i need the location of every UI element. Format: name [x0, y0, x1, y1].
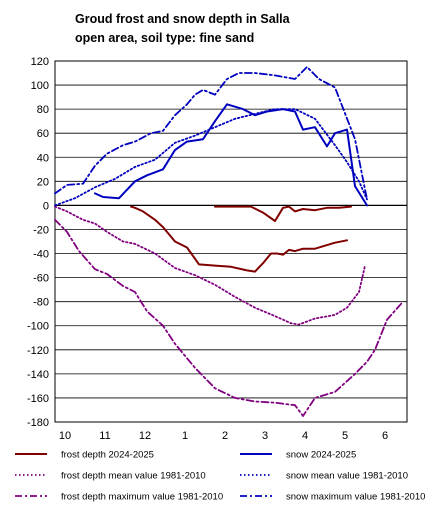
x-tick-label: 3 [262, 430, 268, 442]
legend-label: snow mean value 1981-2010 [286, 471, 408, 482]
x-tick-label: 1 [182, 430, 188, 442]
series-line-3 [54, 205, 366, 326]
x-tick-label: 6 [382, 430, 388, 442]
y-tick-label: 60 [37, 128, 49, 140]
y-tick-label: -80 [33, 297, 49, 309]
series-line-5 [94, 103, 368, 207]
series-line-2 [214, 205, 352, 222]
x-tick-label: 2 [222, 430, 228, 442]
y-tick-label: 120 [31, 56, 49, 68]
x-tick-label: 5 [342, 430, 348, 442]
y-tick-label: -20 [33, 224, 49, 236]
series-line-4 [54, 218, 404, 417]
y-tick-label: 80 [37, 104, 49, 116]
legend-label: frost depth mean value 1981-2010 [61, 471, 206, 482]
grid [54, 60, 408, 423]
chart-title: Groud frost and snow depth in Salla open… [75, 10, 290, 48]
y-tick-label: 100 [31, 80, 49, 92]
y-tick-label: -100 [27, 321, 49, 333]
legend: frost depth 2024-2025 snow 2024-2025 frost… [15, 450, 425, 503]
legend-label: frost depth 2024-2025 [61, 450, 154, 461]
series-line-6 [54, 108, 368, 207]
legend-label: snow 2024-2025 [286, 450, 356, 461]
x-tick-label: 11 [99, 430, 110, 442]
y-tick-labels: 120 100 80 60 40 20 0 -20 -40 -60 -80 -100 -120 -140 -… [27, 56, 49, 429]
legend-label: frost depth maximum value 1981-2010 [61, 492, 223, 503]
y-tick-label: -40 [33, 249, 49, 261]
x-tick-label: 10 [59, 430, 71, 442]
y-tick-label: 0 [43, 200, 49, 212]
y-tick-label: -160 [27, 393, 49, 405]
chart-title-line: Groud frost and snow depth in Salla [75, 12, 290, 26]
plot-frame [54, 60, 408, 423]
chart-subtitle: open area, soil type: fine sand [75, 31, 255, 45]
y-tick-label: -60 [33, 273, 49, 285]
x-tick-label: 12 [139, 430, 151, 442]
y-tick-label: -180 [27, 417, 49, 429]
series-line-1 [130, 205, 348, 273]
y-tick-label: 20 [37, 176, 49, 188]
series-group [54, 66, 404, 417]
y-tick-label: -140 [27, 369, 49, 381]
legend-label: snow maximum value 1981-2010 [286, 492, 425, 503]
x-tick-label: 4 [302, 430, 308, 442]
y-tick-label: 40 [37, 152, 49, 164]
y-tick-label: -120 [27, 345, 49, 357]
series-line-7 [54, 66, 368, 201]
x-tick-labels: 10 11 12 1 2 3 4 5 6 [59, 430, 388, 442]
